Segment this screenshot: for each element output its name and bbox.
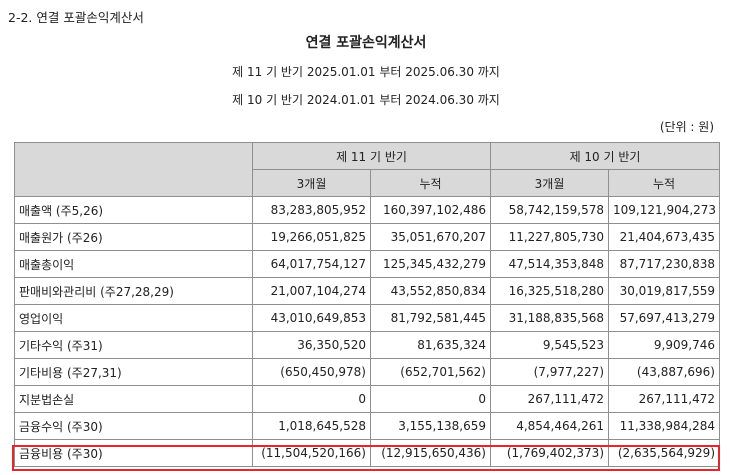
row-value: 109,121,904,273 xyxy=(608,196,720,224)
row-value: 1,018,645,528 xyxy=(252,412,371,440)
table-row: 매출원가 (주26) 19,266,051,825 35,051,670,207 11… xyxy=(14,223,720,251)
row-value: 11,227,805,730 xyxy=(490,223,609,251)
row-label: 지분법손실 xyxy=(14,385,253,413)
row-value: 31,188,835,568 xyxy=(490,304,609,332)
period-prior: 제 10 기 반기 2024.01.01 부터 2024.06.30 까지 xyxy=(232,93,500,107)
row-label: 매출액 (주5,26) xyxy=(14,196,253,224)
table-row: 금융비용 (주30) (11,504,520,166) (12,915,650,43… xyxy=(14,439,720,467)
row-value: 0 xyxy=(370,385,491,413)
header-row-groups: 제 11 기 반기 제 10 기 반기 xyxy=(14,142,720,197)
header-account-blank xyxy=(14,142,253,197)
row-value: 57,697,413,279 xyxy=(608,304,720,332)
row-label: 기타비용 (주27,31) xyxy=(14,358,253,386)
row-value: 16,325,518,280 xyxy=(490,277,609,305)
table-row: 지분법손실 0 0 267,111,472 267,111,472 xyxy=(14,385,720,413)
row-label: 금융비용 (주30) xyxy=(14,439,253,467)
row-value: 43,010,649,853 xyxy=(252,304,371,332)
period-current: 제 11 기 반기 2025.01.01 부터 2025.06.30 까지 xyxy=(232,65,500,79)
row-value: (652,701,562) xyxy=(370,358,491,386)
row-value: 125,345,432,279 xyxy=(370,250,491,278)
row-value: 36,350,520 xyxy=(252,331,371,359)
row-label: 매출총이익 xyxy=(14,250,253,278)
row-value: (2,635,564,929) xyxy=(608,439,720,467)
table-row: 기타비용 (주27,31) (650,450,978) (652,701,562)(… xyxy=(14,358,720,386)
row-value: 3,155,138,659 xyxy=(370,412,491,440)
table-row: 매출액 (주5,26) 83,283,805,952 160,397,102,486… xyxy=(14,196,720,224)
row-value: 21,007,104,274 xyxy=(252,277,371,305)
row-value: 267,111,472 xyxy=(608,385,720,413)
row-value: 83,283,805,952 xyxy=(252,196,371,224)
header-period-11: 제 11 기 반기 xyxy=(252,142,491,170)
row-value: 35,051,670,207 xyxy=(370,223,491,251)
header-11-cumulative: 누적 xyxy=(370,169,491,197)
row-value: 47,514,353,848 xyxy=(490,250,609,278)
row-value: 21,404,673,435 xyxy=(608,223,720,251)
header-period-10: 제 10 기 반기 xyxy=(490,142,720,170)
row-value: 19,266,051,825 xyxy=(252,223,371,251)
row-value: 11,338,984,284 xyxy=(608,412,720,440)
row-value: 9,545,523 xyxy=(490,331,609,359)
row-label: 영업이익 xyxy=(14,304,253,332)
table-row: 영업이익 43,010,649,853 81,792,581,445 31,188,8… xyxy=(14,304,720,332)
header-row-sub: 3개월 누적 3개월 누적 xyxy=(15,169,720,197)
row-value: 64,017,754,127 xyxy=(252,250,371,278)
row-value: 43,552,850,834 xyxy=(370,277,491,305)
row-value: (12,915,650,436) xyxy=(370,439,491,467)
unit-label: (단위 : 원) xyxy=(659,120,714,134)
table-row: 판매비와관리비 (주27,28,29) 21,007,104,274 43,552,… xyxy=(14,277,720,305)
section-heading: 2-2. 연결 포괄손익계산서 xyxy=(8,10,144,25)
row-value: 58,742,159,578 xyxy=(490,196,609,224)
row-value: (1,769,402,373) xyxy=(490,439,609,467)
row-value: 81,635,324 xyxy=(370,331,491,359)
table-row: 매출총이익 64,017,754,127 125,345,432,279 47,514… xyxy=(14,250,720,278)
row-label: 금융수익 (주30) xyxy=(14,412,253,440)
row-value: (7,977,227) xyxy=(490,358,609,386)
row-value: (650,450,978) xyxy=(252,358,371,386)
row-value: 81,792,581,445 xyxy=(370,304,491,332)
table-row: 금융수익 (주30) 1,018,645,528 3,155,138,659 4,85… xyxy=(14,412,720,440)
header-11-three-month: 3개월 xyxy=(252,169,371,197)
row-value: 0 xyxy=(252,385,371,413)
income-statement-table: 제 11 기 반기 제 10 기 반기 3개월 누적 3개월 누적 매출액 (주… xyxy=(14,142,720,467)
statement-title: 연결 포괄손익계산서 xyxy=(305,35,427,51)
table-row: 기타수익 (주31) 36,350,520 81,635,324 9,545,523 9… xyxy=(14,331,720,359)
row-value: (11,504,520,166) xyxy=(252,439,371,467)
header-10-cumulative: 누적 xyxy=(608,169,720,197)
row-value: 160,397,102,486 xyxy=(370,196,491,224)
row-value: (43,887,696) xyxy=(608,358,720,386)
row-value: 30,019,817,559 xyxy=(608,277,720,305)
row-label: 기타수익 (주31) xyxy=(14,331,253,359)
row-value: 267,111,472 xyxy=(490,385,609,413)
header-10-three-month: 3개월 xyxy=(490,169,609,197)
row-value: 87,717,230,838 xyxy=(608,250,720,278)
row-label: 판매비와관리비 (주27,28,29) xyxy=(14,277,253,305)
row-value: 4,854,464,261 xyxy=(490,412,609,440)
row-value: 9,909,746 xyxy=(608,331,720,359)
row-label: 매출원가 (주26) xyxy=(14,223,253,251)
